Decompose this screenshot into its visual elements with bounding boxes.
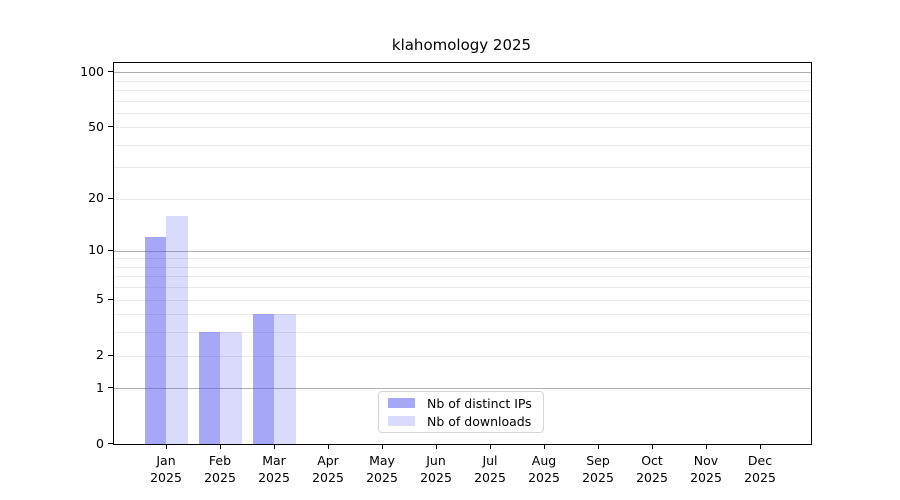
y-tick-mark — [108, 249, 113, 251]
x-axis-tick-label: Oct 2025 — [636, 452, 668, 485]
plot-area — [113, 62, 812, 445]
y-tick-mark — [108, 71, 113, 72]
legend-item: Nb of distinct IPs — [388, 396, 534, 411]
x-tick-mark — [381, 444, 383, 449]
gridline-major — [114, 250, 811, 252]
y-tick-mark — [108, 197, 113, 199]
chart-title: klahomology 2025 — [391, 36, 532, 54]
y-axis-tick-label: 50 — [88, 118, 104, 134]
y-axis-tick-label: 2 — [96, 347, 104, 362]
y-axis-tick-label: 100 — [80, 63, 104, 79]
gridline-minor — [114, 80, 811, 82]
bar-distinct-ips — [198, 332, 220, 444]
x-axis-tick-label: Nov 2025 — [690, 452, 722, 485]
x-tick-mark — [759, 444, 761, 449]
gridline-minor — [114, 100, 811, 102]
x-axis-tick-label: Jun 2025 — [420, 452, 452, 485]
gridline-minor — [114, 276, 811, 278]
y-tick-mark — [108, 298, 113, 300]
y-axis-tick-label: 10 — [88, 242, 104, 258]
gridline-minor — [114, 258, 811, 260]
legend-swatch-distinct-ips — [388, 398, 415, 408]
x-tick-mark — [165, 444, 167, 449]
gridline-minor — [114, 198, 811, 200]
y-axis-tick-label: 0 — [96, 435, 104, 451]
x-axis-tick-label: Jan 2025 — [150, 452, 182, 485]
gridline-minor — [114, 355, 811, 357]
x-axis-tick-label: Sep 2025 — [582, 452, 614, 485]
x-tick-mark — [435, 444, 437, 449]
x-tick-mark — [489, 444, 491, 449]
x-tick-mark — [327, 444, 329, 449]
gridline-minor — [114, 314, 811, 316]
legend-swatch-downloads — [388, 416, 415, 426]
x-axis-tick-label: Apr 2025 — [312, 452, 344, 485]
bar-downloads — [274, 314, 296, 444]
gridline-minor — [114, 332, 811, 334]
gridline-minor — [114, 287, 811, 289]
gridline-minor — [114, 144, 811, 146]
bar-downloads — [220, 332, 242, 444]
y-tick-mark — [108, 354, 113, 356]
bar-distinct-ips — [252, 314, 274, 444]
x-tick-mark — [543, 444, 545, 449]
x-axis-tick-label: Jul 2025 — [474, 452, 506, 485]
gridline-minor — [114, 299, 811, 301]
x-axis-tick-label: Feb 2025 — [204, 452, 236, 485]
gridline-major — [114, 72, 811, 73]
gridline-minor — [114, 167, 811, 169]
gridline-minor — [114, 112, 811, 114]
x-axis-tick-label: Aug 2025 — [528, 452, 560, 485]
bar-distinct-ips — [144, 237, 166, 444]
x-tick-mark — [705, 444, 707, 449]
x-axis-tick-label: Mar 2025 — [258, 452, 290, 485]
x-tick-mark — [273, 444, 275, 449]
y-axis-tick-label: 20 — [88, 190, 104, 206]
y-axis-tick-label: 5 — [96, 291, 104, 307]
gridline-minor — [114, 89, 811, 91]
y-tick-mark — [108, 387, 113, 389]
legend-label: Nb of downloads — [427, 413, 532, 429]
x-axis-tick-label: May 2025 — [366, 452, 398, 485]
x-tick-mark — [597, 444, 599, 449]
gridline-minor — [114, 127, 811, 129]
legend-item: Nb of downloads — [388, 414, 534, 429]
y-tick-mark — [108, 443, 113, 444]
x-tick-mark — [651, 444, 653, 449]
legend: Nb of distinct IPs Nb of downloads — [378, 391, 544, 433]
gridline-major — [114, 388, 811, 390]
legend-label: Nb of distinct IPs — [427, 395, 532, 411]
y-axis-tick-label: 1 — [96, 379, 104, 395]
x-axis-tick-label: Dec 2025 — [744, 452, 776, 485]
y-tick-mark — [108, 126, 113, 128]
gridline-minor — [114, 266, 811, 268]
x-tick-mark — [219, 444, 221, 449]
bar-downloads — [166, 215, 188, 444]
